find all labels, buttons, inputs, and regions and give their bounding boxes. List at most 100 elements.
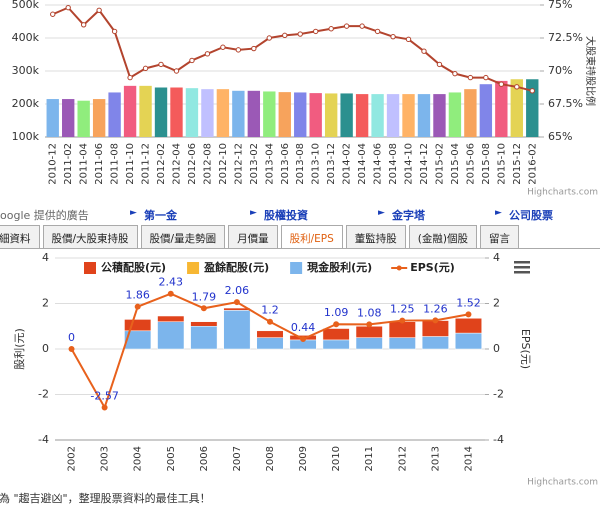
y2-tick-label: 75% bbox=[548, 0, 572, 11]
x-tick-label: 2011-04 bbox=[79, 143, 90, 185]
y-tick-label: 300k bbox=[12, 64, 40, 77]
legend-label: 現金股利(元) bbox=[307, 260, 372, 274]
bar bbox=[190, 326, 218, 350]
line bbox=[52, 6, 533, 92]
y2-tick-label: -4 bbox=[493, 433, 504, 446]
bar bbox=[139, 85, 152, 137]
bar bbox=[433, 94, 446, 137]
bar bbox=[479, 84, 493, 137]
bar bbox=[421, 336, 449, 350]
arrow: ► bbox=[130, 208, 137, 218]
data-label: 1.79 bbox=[192, 290, 217, 303]
point bbox=[313, 28, 319, 35]
x-tick-label: 2002 bbox=[67, 446, 78, 471]
point bbox=[390, 33, 396, 40]
menu-bar bbox=[514, 266, 530, 269]
ad-link[interactable]: 股權投資 bbox=[264, 209, 308, 222]
x-tick-label: 2013-12 bbox=[326, 143, 337, 185]
x-tick-label: 2014-10 bbox=[404, 143, 415, 185]
bar bbox=[256, 330, 284, 338]
bar bbox=[216, 89, 230, 137]
arrow: ► bbox=[378, 208, 385, 218]
legend-label: EPS(元) bbox=[410, 261, 455, 274]
x-tick-label: 2014-08 bbox=[388, 143, 399, 185]
tab[interactable]: (金融)個股 bbox=[408, 225, 477, 248]
data-label: 0 bbox=[68, 331, 75, 344]
bar bbox=[417, 94, 431, 137]
point bbox=[465, 311, 472, 318]
legend-swatch bbox=[84, 262, 96, 274]
menu-bar bbox=[514, 271, 530, 274]
x-tick-label: 2013-04 bbox=[264, 143, 275, 185]
data-label: 2.43 bbox=[159, 276, 184, 289]
bar bbox=[123, 85, 137, 137]
tab[interactable]: 董監持股 bbox=[345, 225, 406, 248]
point bbox=[142, 65, 149, 72]
data-label: 1.52 bbox=[456, 296, 481, 309]
point bbox=[436, 61, 443, 68]
y-tick-label: 500k bbox=[12, 0, 40, 11]
tab-bar: 細資料 股價/大股東持股 股價/量走勢圖 月價量 股利/EPS 董監持股 (金融)個股 留言 bbox=[0, 225, 600, 249]
x-tick-label: 2011-02 bbox=[63, 143, 74, 185]
x-tick-label: 2015-12 bbox=[512, 143, 523, 185]
point bbox=[158, 61, 164, 68]
bar bbox=[124, 319, 152, 332]
data-label: -2.57 bbox=[90, 389, 118, 402]
y-tick-label: 100k bbox=[12, 130, 40, 143]
bar bbox=[355, 94, 369, 137]
bar bbox=[247, 90, 261, 137]
bar bbox=[464, 89, 477, 137]
tab[interactable]: 股價/大股東持股 bbox=[42, 225, 138, 248]
x-tick-label: 2011-12 bbox=[141, 143, 152, 185]
x-tick-label: 2009 bbox=[298, 446, 309, 471]
y-axis-label: 股利(元) bbox=[13, 328, 26, 370]
bar bbox=[62, 99, 75, 137]
legend-label: 公積配股(元) bbox=[101, 260, 166, 274]
data-label: 1.26 bbox=[423, 302, 448, 315]
y2-axis-label: 大股東持股比例 bbox=[584, 36, 597, 106]
point bbox=[399, 317, 406, 324]
x-tick-label: 2014 bbox=[463, 446, 474, 471]
point bbox=[251, 45, 257, 52]
ad-link[interactable]: 第一金 bbox=[144, 209, 177, 222]
bar bbox=[157, 321, 185, 350]
x-tick-label: 2012-10 bbox=[218, 143, 229, 185]
point bbox=[127, 74, 133, 81]
point bbox=[452, 70, 458, 77]
bar bbox=[386, 94, 400, 137]
bar bbox=[263, 91, 276, 137]
chart-top: 100k 200k 300k 400k 500k 65% 67.5% 70% 72.5% 75% 2… bbox=[12, 0, 598, 198]
arrow: ► bbox=[250, 208, 257, 218]
point bbox=[111, 28, 118, 35]
point bbox=[80, 22, 87, 28]
point bbox=[200, 305, 207, 312]
tab[interactable]: 股利/EPS bbox=[280, 225, 343, 248]
tab[interactable]: 留言 bbox=[479, 225, 519, 248]
tab[interactable]: 股價/量走勢圖 bbox=[140, 225, 226, 248]
point bbox=[467, 74, 474, 81]
tab[interactable]: 細資料 bbox=[0, 225, 40, 248]
point bbox=[300, 335, 307, 342]
point bbox=[498, 81, 505, 87]
bar bbox=[294, 92, 307, 137]
point bbox=[359, 23, 365, 29]
bar bbox=[388, 337, 416, 350]
y-tick-label: 400k bbox=[12, 31, 40, 44]
ad-link[interactable]: 金字塔 bbox=[392, 209, 425, 222]
arrow: ► bbox=[495, 208, 502, 218]
bar bbox=[340, 93, 353, 137]
bar bbox=[495, 80, 508, 137]
ad-link[interactable]: 公司股票 bbox=[509, 209, 553, 222]
tab[interactable]: 月價量 bbox=[228, 225, 278, 248]
bar bbox=[324, 93, 338, 137]
data-label: 1.86 bbox=[125, 289, 150, 302]
x-tick-label: 2012 bbox=[397, 446, 408, 471]
bar bbox=[355, 326, 383, 338]
point bbox=[68, 346, 75, 352]
x-tick-label: 2014-06 bbox=[373, 143, 384, 185]
point bbox=[167, 290, 174, 297]
point bbox=[297, 31, 303, 37]
y2-tick-label: 72.5% bbox=[548, 31, 583, 44]
bar bbox=[108, 92, 121, 137]
x-tick-label: 2012-02 bbox=[156, 143, 167, 185]
